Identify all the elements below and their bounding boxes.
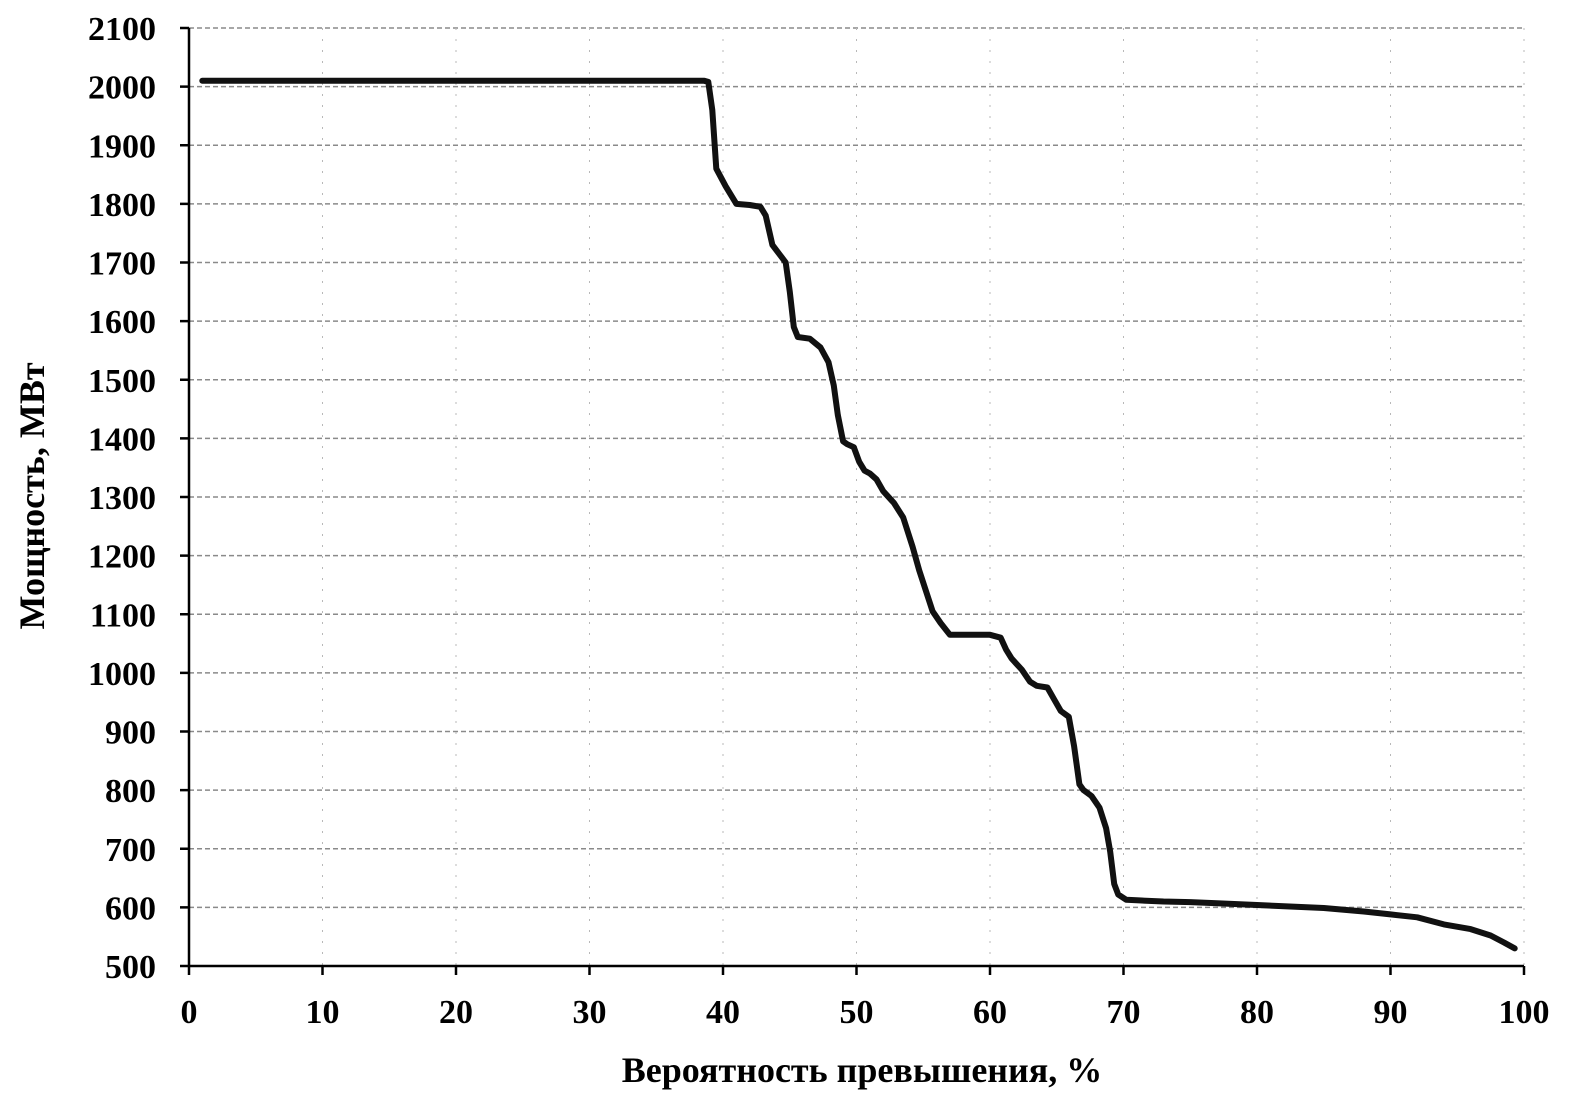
x-tick-label: 100: [1499, 994, 1550, 1031]
y-tick-label: 1500: [88, 363, 156, 400]
y-tick-label: 2100: [88, 11, 156, 48]
axes: [180, 26, 1526, 975]
y-tick-label: 500: [105, 949, 156, 986]
y-tick-label: 700: [105, 832, 156, 869]
y-tick-label: 1900: [88, 128, 156, 165]
y-tick-label: 1300: [88, 480, 156, 517]
x-tick-label: 30: [573, 994, 607, 1031]
x-tick-label: 60: [973, 994, 1007, 1031]
y-tick-label: 1200: [88, 539, 156, 576]
y-tick-label: 1100: [90, 597, 156, 634]
y-tick-label: 800: [105, 773, 156, 810]
series-layer: [199, 77, 1518, 952]
y-tick-label: 1000: [88, 656, 156, 693]
y-tick-label: 2000: [88, 70, 156, 107]
y-tick-label: 1600: [88, 304, 156, 341]
x-tick-label: 70: [1107, 994, 1141, 1031]
x-tick-label: 10: [306, 994, 340, 1031]
x-tick-label: 50: [840, 994, 874, 1031]
series-line-0: [199, 77, 1518, 952]
x-tick-label: 90: [1374, 994, 1408, 1031]
y-tick-label: 1800: [88, 187, 156, 224]
x-tick-label: 0: [181, 994, 198, 1031]
y-axis-title: Мощность, МВт: [12, 362, 52, 629]
x-tick-label: 40: [706, 994, 740, 1031]
y-tick-label: 900: [105, 715, 156, 752]
x-axis-title: Вероятность превышения, %: [622, 1050, 1103, 1090]
tick-labels: 5006007008009001000110012001300140015001…: [88, 11, 1550, 1031]
y-tick-label: 600: [105, 890, 156, 927]
x-tick-label: 20: [439, 994, 473, 1031]
x-tick-label: 80: [1240, 994, 1274, 1031]
y-tick-label: 1400: [88, 421, 156, 458]
y-tick-label: 1700: [88, 246, 156, 283]
grid: [189, 27, 1525, 966]
